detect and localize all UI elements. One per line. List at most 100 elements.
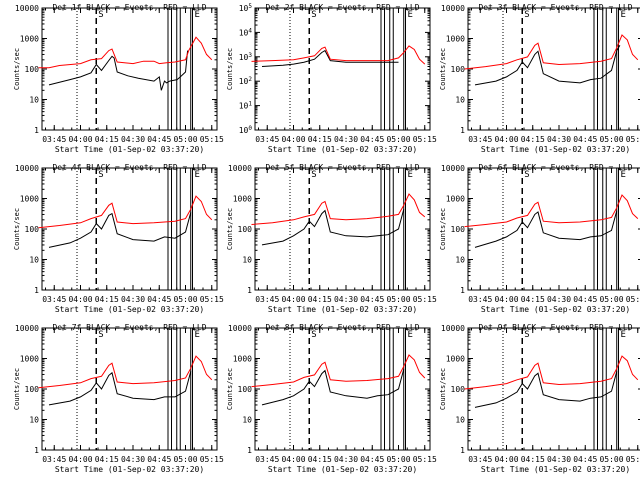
x-tick-label: 04:15 <box>95 295 119 304</box>
x-tick-label: 04:00 <box>281 295 305 304</box>
y-tick-label: 1 <box>460 286 465 295</box>
lld-series-line <box>251 193 426 225</box>
plot-frame <box>467 7 640 131</box>
events-series-line <box>48 212 192 248</box>
x-tick-label: 03:45 <box>42 455 66 464</box>
x-tick-label: 05:00 <box>386 135 410 144</box>
y-axis-label: Counts/sec <box>439 48 447 90</box>
x-tick-label: 04:00 <box>68 135 92 144</box>
y-tick-label: 1000 <box>20 35 39 44</box>
y-tick-label: 101 <box>239 101 253 111</box>
x-tick-label: 04:30 <box>121 455 145 464</box>
y-tick-label: 10 <box>455 96 465 105</box>
x-tick-label: 04:45 <box>573 295 597 304</box>
y-axis-label: Counts/sec <box>226 368 234 410</box>
events-series-line <box>474 371 618 408</box>
marker-annotation-s: S <box>524 10 529 20</box>
x-tick-label: 03:45 <box>255 455 279 464</box>
panel-det-1: Det 1f BLACK = Events, RED = LLD 1 10 100 10… <box>13 3 224 154</box>
panel-det-2: Det 2f BLACK = Events, RED = LLD 100 101 10… <box>226 3 437 154</box>
marker-annotation-s: S <box>311 10 316 20</box>
y-tick-label: 10000 <box>15 324 39 333</box>
x-tick-label: 05:15 <box>626 135 640 144</box>
y-axis-label: Counts/sec <box>439 208 447 250</box>
x-axis-label: Start Time (01-Sep-02 03:37:20) <box>55 465 204 474</box>
y-tick-label: 100 <box>238 225 253 234</box>
panel-title: Det 5f BLACK = Events, RED = LLD <box>265 163 419 172</box>
marker-annotation-e: E <box>408 330 413 340</box>
x-tick-label: 05:00 <box>599 455 623 464</box>
y-tick-label: 10000 <box>441 4 465 13</box>
x-tick-label: 04:15 <box>95 455 119 464</box>
x-tick-label: 04:15 <box>308 135 332 144</box>
marker-annotation-s: S <box>311 330 316 340</box>
lld-series-line <box>464 194 639 228</box>
y-tick-label: 100 <box>239 125 253 135</box>
x-tick-label: 04:00 <box>494 295 518 304</box>
x-tick-label: 04:00 <box>68 455 92 464</box>
x-tick-label: 04:30 <box>121 295 145 304</box>
x-tick-label: 04:45 <box>360 295 384 304</box>
lld-series-line <box>251 354 426 388</box>
y-tick-label: 1 <box>247 446 252 455</box>
x-tick-label: 04:15 <box>521 455 545 464</box>
x-tick-label: 04:45 <box>360 135 384 144</box>
y-tick-label: 10 <box>455 416 465 425</box>
x-tick-label: 05:15 <box>200 455 224 464</box>
y-tick-label: 1000 <box>446 195 465 204</box>
lld-series-line <box>464 34 639 70</box>
x-tick-label: 04:30 <box>334 295 358 304</box>
x-tick-label: 05:00 <box>386 455 410 464</box>
x-tick-label: 04:00 <box>494 135 518 144</box>
y-tick-label: 10000 <box>441 164 465 173</box>
x-tick-label: 04:00 <box>68 295 92 304</box>
y-tick-label: 10 <box>242 416 252 425</box>
x-axis-label: Start Time (01-Sep-02 03:37:20) <box>268 305 417 314</box>
y-tick-label: 10000 <box>441 324 465 333</box>
panel-title: Det 9f BLACK = Events, RED = LLD <box>478 323 632 332</box>
panel-det-3: Det 3f BLACK = Events, RED = LLD 1 10 100 10… <box>439 3 640 154</box>
y-axis-label: Counts/sec <box>13 48 21 90</box>
events-series-line <box>261 208 405 246</box>
y-tick-label: 1000 <box>20 195 39 204</box>
y-tick-label: 1000 <box>446 355 465 364</box>
x-tick-label: 05:00 <box>599 135 623 144</box>
marker-annotation-s: S <box>98 330 103 340</box>
marker-annotation-e: E <box>621 330 626 340</box>
y-axis-label: Counts/sec <box>13 368 21 410</box>
panel-det-9: Det 9f BLACK = Events, RED = LLD 1 10 100 10… <box>439 323 640 474</box>
marker-annotation-e: E <box>408 10 413 20</box>
y-tick-label: 1000 <box>446 35 465 44</box>
panel-det-6: Det 6f BLACK = Events, RED = LLD 1 10 100 10… <box>439 163 640 314</box>
x-tick-label: 05:00 <box>173 455 197 464</box>
events-series-line <box>474 210 618 248</box>
y-tick-label: 10000 <box>228 164 252 173</box>
x-tick-label: 03:45 <box>42 135 66 144</box>
y-tick-label: 104 <box>239 27 253 37</box>
x-axis-label: Start Time (01-Sep-02 03:37:20) <box>268 465 417 474</box>
y-axis-label: Counts/sec <box>13 208 21 250</box>
x-tick-label: 04:30 <box>547 295 571 304</box>
panel-det-4: Det 4f BLACK = Events, RED = LLD 1 10 100 10… <box>13 163 224 314</box>
lld-series-line <box>38 195 213 229</box>
y-tick-label: 100 <box>451 65 466 74</box>
lld-series-line <box>464 355 639 390</box>
x-tick-label: 05:15 <box>413 135 437 144</box>
y-tick-label: 10 <box>242 256 252 265</box>
x-axis-label: Start Time (01-Sep-02 03:37:20) <box>481 465 630 474</box>
y-tick-label: 1 <box>460 446 465 455</box>
x-tick-label: 04:30 <box>121 135 145 144</box>
y-tick-label: 10 <box>29 96 39 105</box>
x-tick-label: 04:15 <box>521 135 545 144</box>
x-tick-label: 04:30 <box>547 135 571 144</box>
marker-annotation-e: E <box>621 10 626 20</box>
y-tick-label: 102 <box>239 76 253 86</box>
y-tick-label: 100 <box>451 225 466 234</box>
y-tick-label: 10000 <box>228 324 252 333</box>
x-tick-label: 04:45 <box>573 135 597 144</box>
x-tick-label: 05:00 <box>386 295 410 304</box>
y-tick-label: 1000 <box>233 355 252 364</box>
x-tick-label: 04:15 <box>308 455 332 464</box>
marker-annotation-s: S <box>98 170 103 180</box>
